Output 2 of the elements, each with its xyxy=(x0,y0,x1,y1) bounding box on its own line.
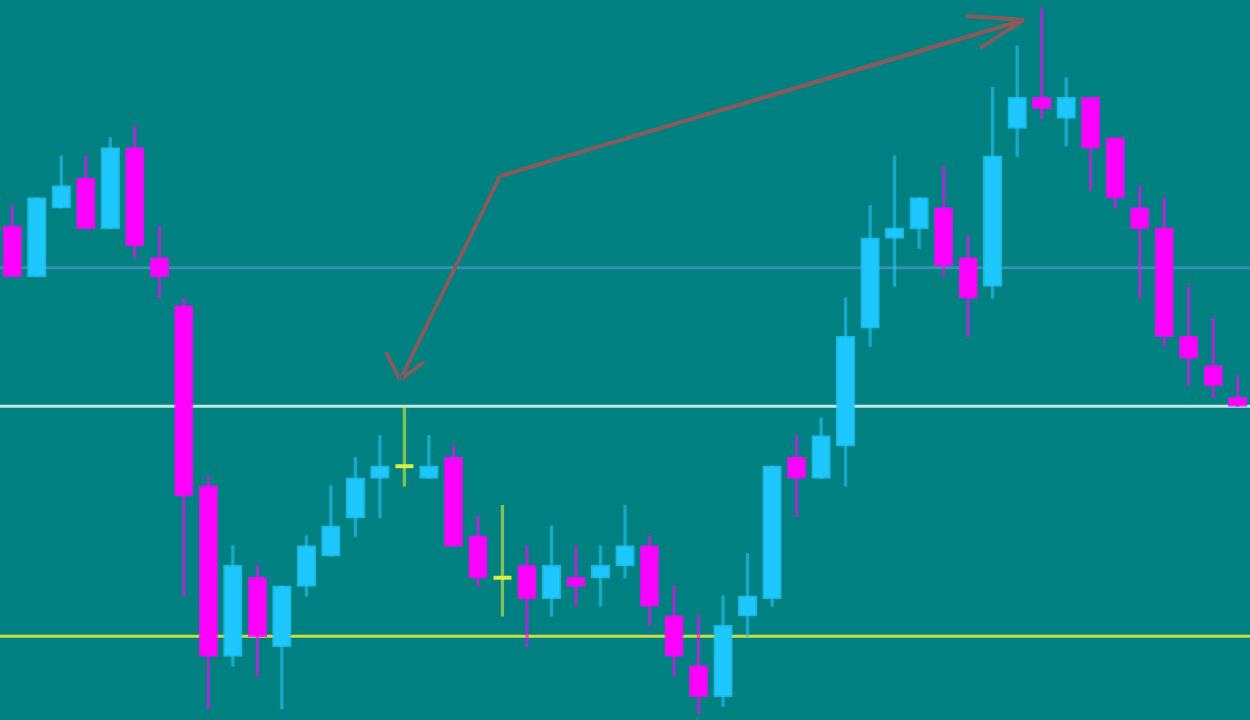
candlestick xyxy=(566,545,586,607)
candlestick xyxy=(370,435,390,519)
